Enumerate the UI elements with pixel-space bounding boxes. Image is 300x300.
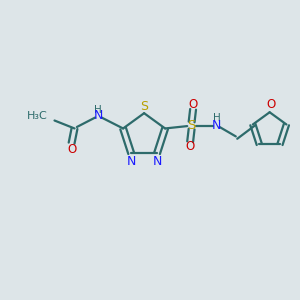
Text: H₃C: H₃C <box>27 111 47 121</box>
Text: O: O <box>185 140 195 153</box>
Text: N: N <box>152 155 162 168</box>
Text: O: O <box>188 98 198 111</box>
Text: N: N <box>93 109 103 122</box>
Text: H: H <box>94 105 102 115</box>
Text: H: H <box>213 113 220 123</box>
Text: N: N <box>126 155 136 168</box>
Text: S: S <box>188 119 196 132</box>
Text: O: O <box>266 98 276 111</box>
Text: S: S <box>140 100 148 113</box>
Text: O: O <box>67 142 76 156</box>
Text: N: N <box>212 119 221 132</box>
